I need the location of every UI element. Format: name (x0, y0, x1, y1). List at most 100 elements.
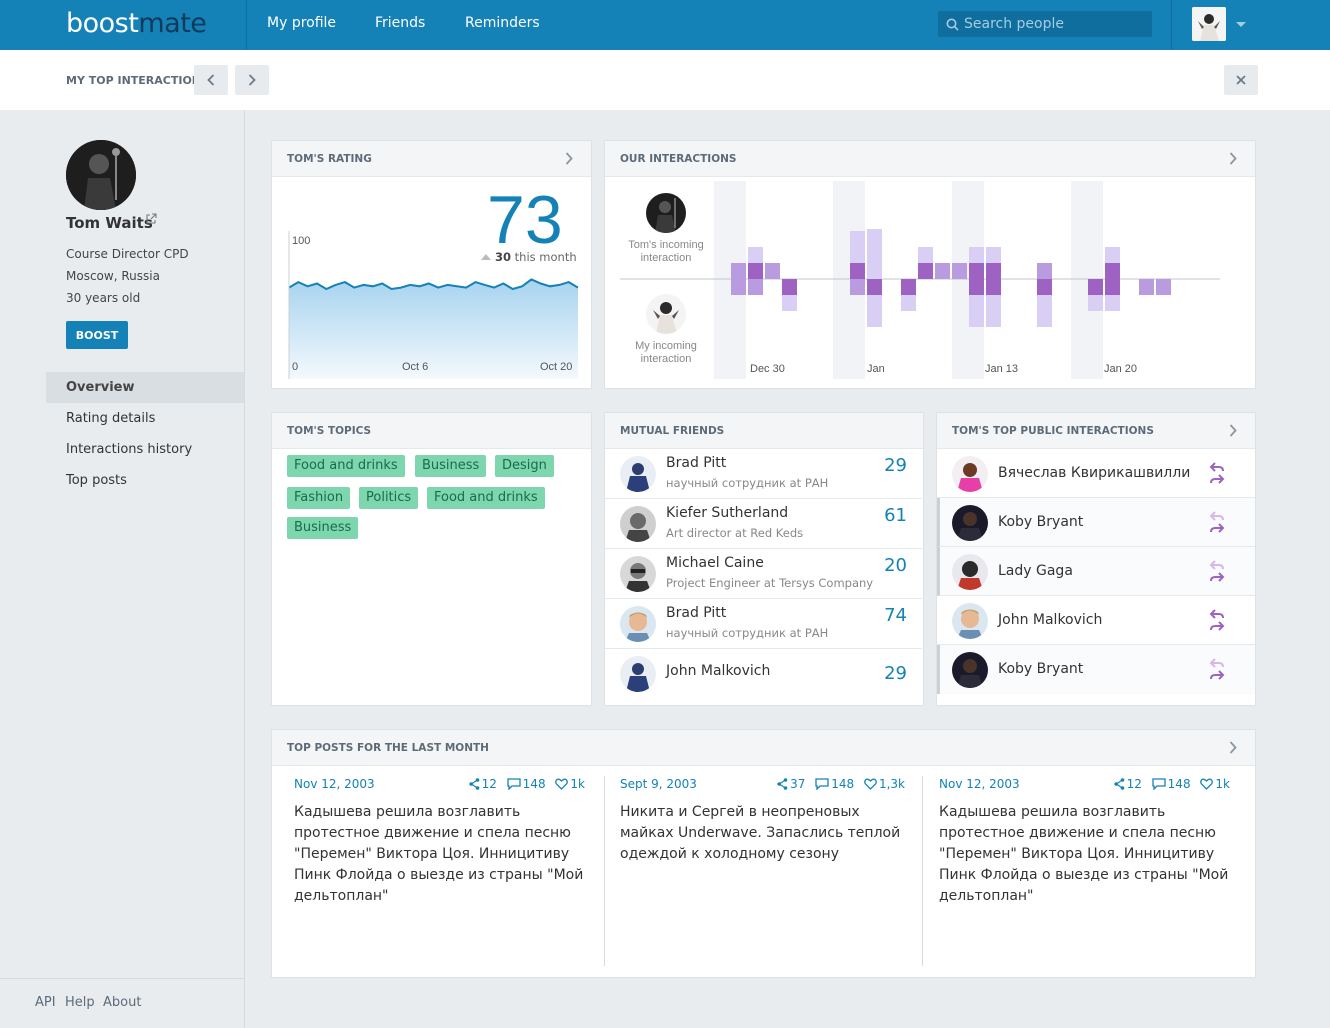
x-axis-label: Jan (867, 363, 885, 375)
post-stats: 37 148 1,3k (771, 777, 905, 791)
top-navigation-bar: boostmate My profile Friends Reminders (0, 0, 1330, 50)
outgoing-bar[interactable] (782, 295, 797, 311)
outgoing-bar[interactable] (1088, 295, 1103, 311)
incoming-bar[interactable] (748, 247, 763, 263)
public-interaction-row[interactable]: Koby Bryant (937, 645, 1255, 694)
outgoing-bar[interactable] (1037, 311, 1052, 327)
topic-tag[interactable]: Design (495, 455, 554, 477)
incoming-bar[interactable] (1037, 263, 1052, 279)
topic-tag[interactable]: Food and drinks (287, 455, 405, 477)
external-link-icon[interactable] (146, 213, 157, 224)
outgoing-bar[interactable] (867, 311, 882, 327)
incoming-bar[interactable] (1105, 247, 1120, 263)
post-date: Nov 12, 2003 (939, 777, 1020, 791)
outgoing-bar[interactable] (1105, 279, 1120, 295)
public-interaction-row[interactable]: Вячеслав Квирикашвилли (937, 449, 1255, 498)
outgoing-bar[interactable] (867, 295, 882, 311)
outgoing-bar[interactable] (1105, 295, 1120, 311)
footer-help-link[interactable]: Help (65, 995, 95, 1010)
menu-item-interactions-history[interactable]: Interactions history (66, 442, 193, 457)
chevron-right-icon[interactable] (1229, 741, 1237, 754)
outgoing-bar[interactable] (986, 295, 1001, 311)
card-header: TOM'S TOPICS (272, 413, 591, 449)
y-axis-min-label: 0 (292, 361, 299, 373)
outgoing-bar[interactable] (901, 295, 916, 311)
topic-tag[interactable]: Fashion (287, 487, 351, 509)
nav-my-profile[interactable]: My profile (267, 15, 337, 31)
boost-button[interactable]: BOOST (66, 321, 128, 349)
incoming-bar[interactable] (986, 263, 1001, 279)
previous-button[interactable] (194, 65, 228, 95)
chevron-right-icon[interactable] (1229, 424, 1237, 437)
nav-friends[interactable]: Friends (375, 15, 426, 31)
incoming-bar[interactable] (850, 247, 865, 263)
footer-about-link[interactable]: About (103, 995, 142, 1010)
card-title: OUR INTERACTIONS (620, 153, 737, 165)
chevron-right-icon[interactable] (565, 152, 573, 165)
outgoing-bar[interactable] (986, 279, 1001, 295)
incoming-bar[interactable] (850, 231, 865, 247)
incoming-bar[interactable] (935, 263, 950, 279)
outgoing-bar[interactable] (986, 311, 1001, 327)
incoming-bar[interactable] (918, 263, 933, 279)
friend-row[interactable]: John Malkovich 29 (605, 649, 922, 699)
card-header: TOM'S RATING (272, 141, 591, 177)
outgoing-bar[interactable] (782, 279, 797, 295)
outgoing-bar[interactable] (969, 311, 984, 327)
topic-tag[interactable]: Food and drinks (427, 487, 545, 509)
incoming-bar[interactable] (731, 263, 746, 279)
friend-row[interactable]: Brad Pitt научный сотрудник at РАН 29 (605, 449, 922, 499)
incoming-bar[interactable] (748, 263, 763, 279)
friend-row[interactable]: Kiefer Sutherland Art director at Red Ke… (605, 499, 922, 549)
topic-tag[interactable]: Business (287, 517, 359, 539)
friend-count: 61 (884, 505, 907, 526)
public-interaction-row[interactable]: John Malkovich (937, 596, 1255, 645)
outgoing-bar[interactable] (1088, 279, 1103, 295)
incoming-bar[interactable] (969, 247, 984, 263)
outgoing-bar[interactable] (850, 279, 865, 295)
incoming-bar[interactable] (765, 263, 780, 279)
menu-item-rating-details[interactable]: Rating details (66, 411, 156, 426)
outgoing-bar[interactable] (1037, 295, 1052, 311)
incoming-bar[interactable] (850, 263, 865, 279)
search-input[interactable] (964, 11, 1148, 37)
post-text: Кадышева решила возглавить протестное дв… (294, 804, 584, 904)
outgoing-bar[interactable] (867, 279, 882, 295)
outgoing-bar[interactable] (969, 295, 984, 311)
rating-delta: 30 this month (481, 250, 577, 264)
public-interaction-row[interactable]: Lady Gaga (937, 547, 1255, 596)
next-button[interactable] (235, 65, 269, 95)
app-logo[interactable]: boostmate (66, 8, 207, 39)
outgoing-bar[interactable] (969, 279, 984, 295)
topic-tag[interactable]: Business (415, 455, 487, 477)
outgoing-bar[interactable] (1037, 279, 1052, 295)
post-item[interactable]: Nov 12, 2003 12 148 1k Кадышева решила в… (294, 766, 585, 966)
incoming-bar[interactable] (1105, 263, 1120, 279)
menu-item-top-posts[interactable]: Top posts (66, 473, 127, 488)
topic-tag[interactable]: Politics (359, 487, 419, 509)
close-icon (1236, 75, 1246, 85)
friend-row[interactable]: Michael Caine Project Engineer at Tersys… (605, 549, 922, 599)
friend-row[interactable]: Brad Pitt научный сотрудник at РАН 74 (605, 599, 922, 649)
post-item[interactable]: Sept 9, 2003 37 148 1,3k Никита и Сергей… (620, 766, 905, 966)
outgoing-bar[interactable] (901, 279, 916, 295)
nav-reminders[interactable]: Reminders (465, 15, 540, 31)
user-avatar[interactable] (1192, 7, 1226, 41)
outgoing-bar[interactable] (1139, 279, 1154, 295)
post-item[interactable]: Nov 12, 2003 12 148 1k Кадышева решила в… (939, 766, 1230, 966)
incoming-bar[interactable] (969, 263, 984, 279)
footer-api-link[interactable]: API (35, 995, 56, 1010)
incoming-bar[interactable] (986, 247, 1001, 263)
outgoing-bar[interactable] (748, 279, 763, 295)
incoming-bar[interactable] (918, 247, 933, 263)
chevron-down-icon[interactable] (1236, 22, 1246, 27)
incoming-bar[interactable] (952, 263, 967, 279)
menu-item-overview[interactable]: Overview (46, 372, 244, 403)
chevron-right-icon[interactable] (1229, 152, 1237, 165)
avatar (952, 456, 988, 492)
outgoing-bar[interactable] (1156, 279, 1171, 295)
incoming-bar[interactable] (867, 229, 882, 279)
public-interaction-row[interactable]: Koby Bryant (937, 498, 1255, 547)
outgoing-bar[interactable] (731, 279, 746, 295)
close-button[interactable] (1224, 65, 1258, 95)
